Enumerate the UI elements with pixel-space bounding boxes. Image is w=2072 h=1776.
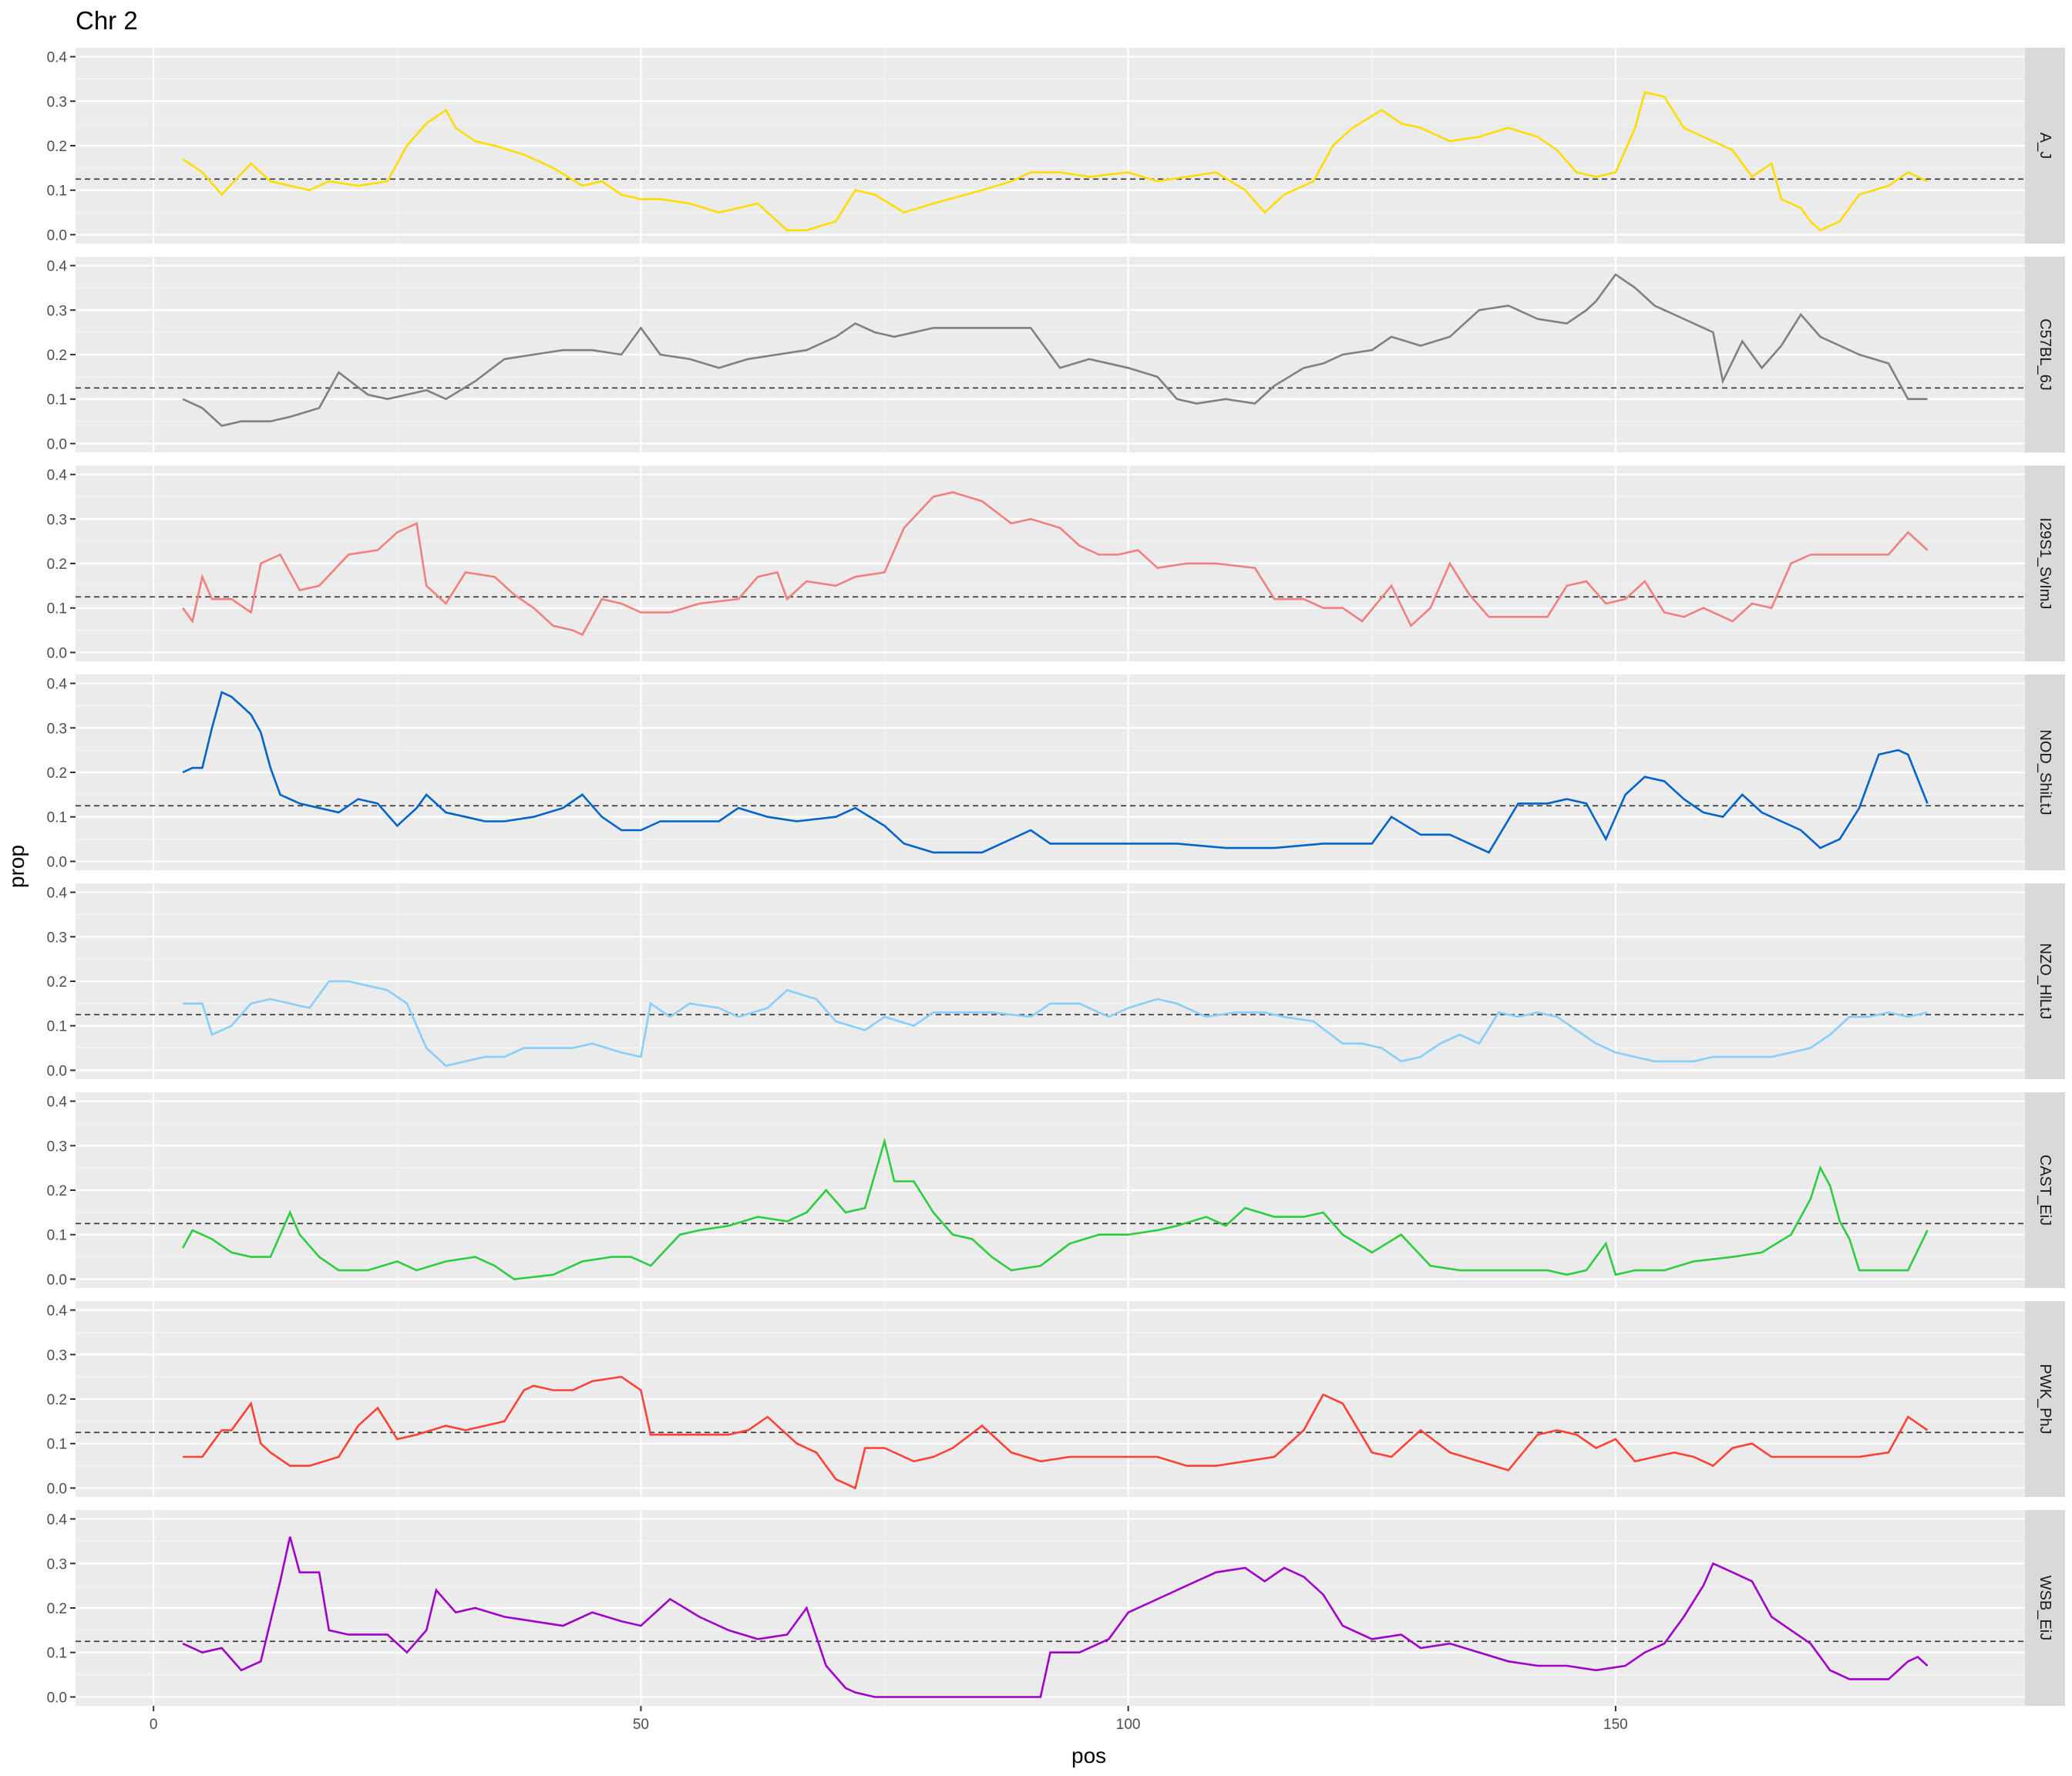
facet-strip-cast-eij bbox=[2025, 1092, 2065, 1288]
y-tick-label: 0.1 bbox=[47, 183, 67, 200]
y-tick-label: 0.0 bbox=[47, 1272, 67, 1288]
facet-strip-label: I29S1_SvImJ bbox=[2037, 518, 2054, 610]
facet-strip-label: PWK_PhJ bbox=[2037, 1364, 2054, 1434]
y-tick-label: 0.0 bbox=[47, 1481, 67, 1497]
facet-strip-label: NOD_ShiLtJ bbox=[2037, 729, 2054, 815]
y-tick-label: 0.4 bbox=[47, 259, 68, 275]
y-tick-label: 0.3 bbox=[47, 1347, 67, 1364]
y-tick-label: 0.2 bbox=[47, 974, 67, 991]
y-tick-label: 0.4 bbox=[47, 886, 68, 902]
y-tick-label: 0.2 bbox=[47, 1601, 67, 1617]
facet-strip-label: NZO_HlLtJ bbox=[2037, 944, 2054, 1020]
y-tick-label: 0.3 bbox=[47, 94, 67, 110]
y-tick-label: 0.1 bbox=[47, 810, 67, 826]
series-line-nod-shiltj bbox=[182, 691, 1929, 854]
y-tick-label: 0.4 bbox=[47, 1095, 68, 1111]
y-tick-label: 0.3 bbox=[47, 1139, 67, 1155]
y-tick-label: 0.4 bbox=[47, 50, 68, 66]
facet-strip-c57bl-6j bbox=[2025, 257, 2065, 452]
series-line-c57bl-6j bbox=[182, 273, 1928, 427]
series-line-a-j bbox=[182, 91, 1929, 232]
series-line-cast-eij bbox=[181, 1137, 1929, 1280]
y-tick-label: 0.2 bbox=[47, 557, 67, 573]
y-tick-label: 0.4 bbox=[47, 1512, 68, 1529]
y-tick-label: 0.1 bbox=[47, 601, 67, 617]
y-tick-label: 0.1 bbox=[47, 1019, 67, 1035]
x-tick-label: 150 bbox=[1603, 1717, 1628, 1733]
y-tick-label: 0.2 bbox=[47, 1392, 67, 1408]
series-line-pwk-phj bbox=[183, 1375, 1929, 1490]
x-axis-label: pos bbox=[1071, 1744, 1107, 1768]
chart-title: Chr 2 bbox=[76, 6, 138, 35]
facet-strip-label: A_J bbox=[2037, 133, 2054, 159]
facet-strip-a-j bbox=[2025, 48, 2065, 244]
y-tick-label: 0.2 bbox=[47, 348, 67, 364]
y-tick-label: 0.1 bbox=[47, 392, 67, 409]
facet-strip-pwk-phj bbox=[2025, 1301, 2065, 1497]
y-tick-label: 0.1 bbox=[47, 1437, 67, 1453]
facet-strip-label: C57BL_6J bbox=[2037, 318, 2054, 390]
y-tick-label: 0.2 bbox=[47, 139, 67, 155]
y-tick-label: 0.3 bbox=[47, 303, 67, 319]
y-tick-label: 0.4 bbox=[47, 1303, 68, 1320]
y-tick-label: 0.0 bbox=[47, 227, 67, 244]
facet-strip-nod-shiltj bbox=[2025, 674, 2065, 870]
y-tick-label: 0.2 bbox=[47, 765, 67, 782]
series-line-i29s1-svimj bbox=[182, 491, 1929, 637]
y-tick-label: 0.1 bbox=[47, 1646, 67, 1662]
y-tick-label: 0.4 bbox=[47, 677, 68, 693]
x-tick-label: 0 bbox=[150, 1717, 158, 1733]
facet-strip-nzo-hlltj bbox=[2025, 883, 2065, 1079]
y-tick-label: 0.3 bbox=[47, 1556, 67, 1572]
x-tick-label: 100 bbox=[1116, 1717, 1141, 1733]
facet-strip-label: WSB_EiJ bbox=[2037, 1576, 2054, 1640]
y-tick-label: 0.3 bbox=[47, 721, 67, 737]
y-tick-label: 0.4 bbox=[47, 468, 68, 484]
facet-strip-i29s1-svimj bbox=[2025, 466, 2065, 661]
facet-strip-label: CAST_EiJ bbox=[2037, 1155, 2054, 1226]
facet-strip-wsb-eij bbox=[2025, 1510, 2065, 1706]
y-tick-label: 0.3 bbox=[47, 930, 67, 946]
y-tick-label: 0.0 bbox=[47, 1690, 67, 1706]
y-tick-label: 0.0 bbox=[47, 645, 67, 661]
y-tick-label: 0.1 bbox=[47, 1228, 67, 1244]
y-tick-label: 0.0 bbox=[47, 436, 67, 452]
y-tick-label: 0.2 bbox=[47, 1183, 67, 1199]
series-line-nzo-hlltj bbox=[183, 980, 1928, 1068]
series-line-wsb-eij bbox=[182, 1536, 1929, 1698]
y-tick-label: 0.0 bbox=[47, 854, 67, 870]
y-tick-label: 0.3 bbox=[47, 512, 67, 528]
x-tick-label: 50 bbox=[633, 1717, 649, 1733]
y-tick-label: 0.0 bbox=[47, 1063, 67, 1079]
